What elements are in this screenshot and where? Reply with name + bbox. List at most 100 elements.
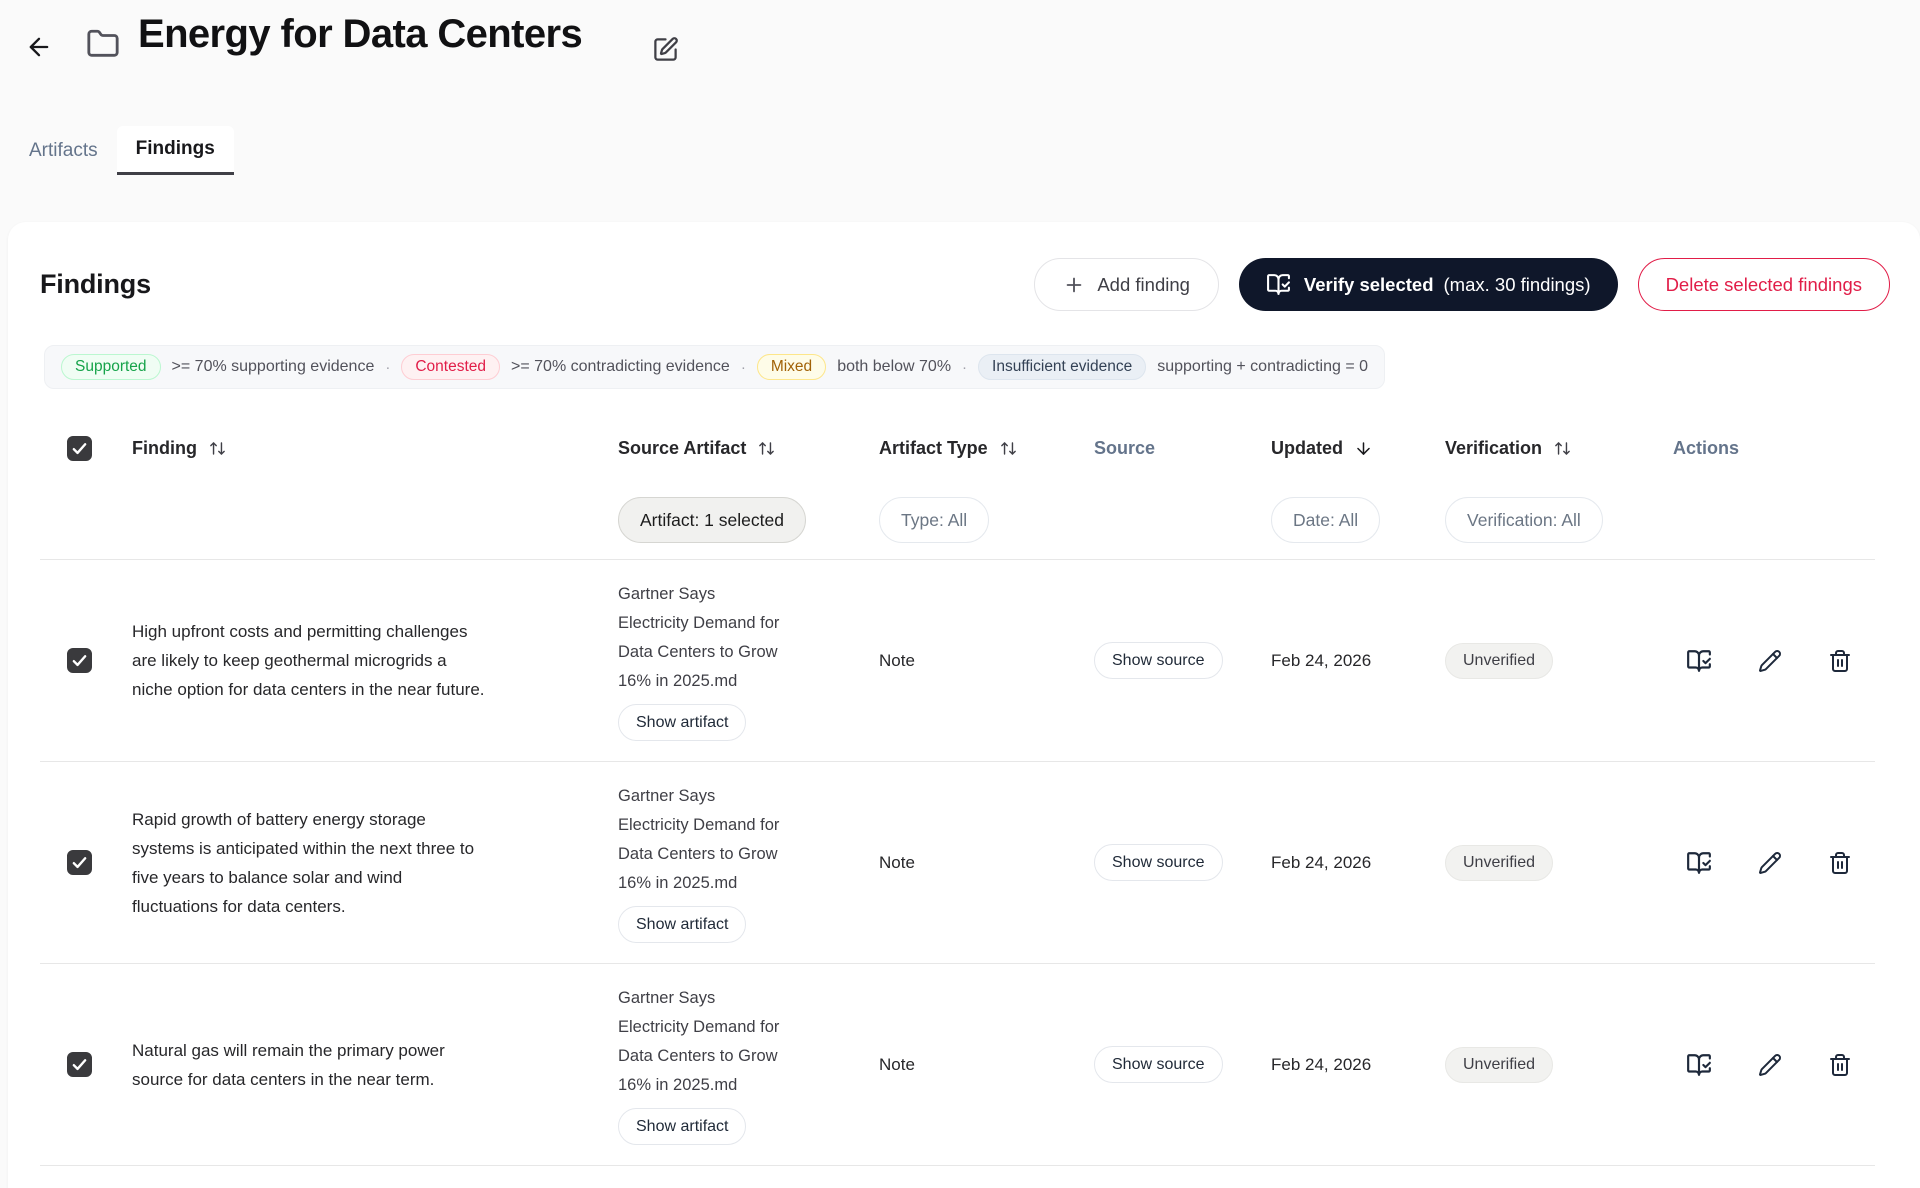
book-check-icon <box>1686 850 1712 876</box>
delete-selected-button[interactable]: Delete selected findings <box>1637 258 1890 311</box>
book-check-icon <box>1266 272 1291 297</box>
source-artifact-name: Gartner Says Electricity Demand for Data… <box>618 989 780 1094</box>
verification-filter[interactable]: Verification: All <box>1445 497 1603 543</box>
pencil-icon <box>1758 1053 1782 1077</box>
column-header-source: Source <box>1094 437 1156 458</box>
sort-icon <box>1553 439 1572 458</box>
verification-status-badge: Unverified <box>1445 1046 1554 1083</box>
verify-finding-button[interactable] <box>1686 1052 1712 1078</box>
delete-selected-label: Delete selected findings <box>1665 273 1862 295</box>
updated-date: Feb 24, 2026 <box>1271 852 1372 872</box>
section-heading: Findings <box>40 269 151 299</box>
show-artifact-button[interactable]: Show artifact <box>618 906 747 943</box>
type-filter[interactable]: Type: All <box>879 497 990 543</box>
page-header: Energy for Data Centers Artifacts Findin… <box>0 0 1920 222</box>
finding-text: High upfront costs and permitting challe… <box>132 622 485 699</box>
column-header-updated[interactable]: Updated <box>1271 438 1445 459</box>
artifact-type-value: Note <box>879 650 915 670</box>
supported-badge: Supported <box>61 354 161 380</box>
book-check-icon <box>1686 1052 1712 1078</box>
column-header-verification[interactable]: Verification <box>1445 438 1673 459</box>
verify-finding-button[interactable] <box>1686 648 1712 674</box>
table-row: High upfront costs and permitting challe… <box>40 559 1875 761</box>
artifact-filter[interactable]: Artifact: 1 selected <box>618 497 806 543</box>
edit-title-button[interactable] <box>646 30 684 68</box>
folder-icon <box>86 27 120 61</box>
arrow-left-icon <box>25 33 53 61</box>
insufficient-evidence-badge: Insufficient evidence <box>978 354 1147 380</box>
delete-finding-button[interactable] <box>1828 648 1852 674</box>
contested-desc: >= 70% contradicting evidence <box>511 358 730 375</box>
row-actions <box>1673 648 1875 674</box>
findings-toolbar: Findings Add finding Verify selected (ma… <box>8 222 1920 311</box>
mixed-badge: Mixed <box>756 354 827 380</box>
show-source-button[interactable]: Show source <box>1094 844 1223 881</box>
edit-finding-button[interactable] <box>1758 648 1782 674</box>
legend-separator: · <box>385 358 391 376</box>
verify-selected-hint: (max. 30 findings) <box>1443 273 1591 295</box>
table-row: Natural gas will remain the primary powe… <box>40 963 1875 1165</box>
back-button[interactable] <box>18 26 60 68</box>
column-header-source-artifact[interactable]: Source Artifact <box>618 438 879 459</box>
table-header-row: Finding Source Artifact Artifact Type So… <box>40 425 1875 471</box>
insufficient-desc: supporting + contradicting = 0 <box>1157 358 1369 375</box>
delete-finding-button[interactable] <box>1828 850 1852 876</box>
artifact-type-value: Note <box>879 1054 915 1074</box>
trash-icon <box>1828 649 1852 673</box>
tab-findings[interactable]: Findings <box>116 126 234 175</box>
show-artifact-button[interactable]: Show artifact <box>618 704 747 741</box>
pencil-icon <box>1758 851 1782 875</box>
source-artifact-name: Gartner Says Electricity Demand for Data… <box>618 787 780 892</box>
row-actions <box>1673 1052 1875 1078</box>
delete-finding-button[interactable] <box>1828 1052 1852 1078</box>
source-artifact-name: Gartner Says Electricity Demand for Data… <box>618 585 780 690</box>
column-header-finding[interactable]: Finding <box>132 438 618 459</box>
add-finding-label: Add finding <box>1097 273 1190 295</box>
page-title: Energy for Data Centers <box>138 12 583 56</box>
row-actions <box>1673 850 1875 876</box>
findings-table: Finding Source Artifact Artifact Type So… <box>40 425 1875 1166</box>
verify-selected-button[interactable]: Verify selected (max. 30 findings) <box>1238 258 1618 311</box>
verification-legend: Supported >= 70% supporting evidence · C… <box>44 345 1386 389</box>
book-check-icon <box>1686 648 1712 674</box>
updated-date: Feb 24, 2026 <box>1271 1054 1372 1074</box>
edit-pencil-icon <box>652 36 679 63</box>
date-filter[interactable]: Date: All <box>1271 497 1381 543</box>
verify-finding-button[interactable] <box>1686 850 1712 876</box>
verify-selected-label: Verify selected <box>1303 273 1434 295</box>
column-header-artifact-type[interactable]: Artifact Type <box>879 438 1094 459</box>
edit-finding-button[interactable] <box>1758 850 1782 876</box>
show-source-button[interactable]: Show source <box>1094 642 1223 679</box>
pencil-icon <box>1758 649 1782 673</box>
supported-desc: >= 70% supporting evidence <box>171 358 375 375</box>
sort-icon <box>999 439 1018 458</box>
sort-icon <box>208 439 227 458</box>
verification-status-badge: Unverified <box>1445 844 1554 881</box>
select-all-checkbox[interactable] <box>67 435 92 461</box>
row-checkbox[interactable] <box>67 1052 92 1077</box>
show-artifact-button[interactable]: Show artifact <box>618 1108 747 1145</box>
finding-text: Natural gas will remain the primary powe… <box>132 1040 445 1089</box>
verification-status-badge: Unverified <box>1445 642 1554 679</box>
table-row: Rapid growth of battery energy storage s… <box>40 761 1875 963</box>
contested-badge: Contested <box>401 354 501 380</box>
table-filter-row: Artifact: 1 selected Type: All Date: All… <box>40 471 1875 559</box>
mixed-desc: both below 70% <box>837 358 952 375</box>
artifact-type-value: Note <box>879 852 915 872</box>
sort-desc-icon <box>1354 439 1373 458</box>
row-checkbox[interactable] <box>67 648 92 673</box>
finding-text: Rapid growth of battery energy storage s… <box>132 809 475 916</box>
add-finding-button[interactable]: Add finding <box>1034 258 1219 311</box>
plus-icon <box>1063 274 1085 296</box>
tab-bar: Artifacts Findings <box>29 126 234 175</box>
row-checkbox[interactable] <box>67 850 92 875</box>
show-source-button[interactable]: Show source <box>1094 1046 1223 1083</box>
toolbar-actions: Add finding Verify selected (max. 30 fin… <box>1034 258 1890 311</box>
column-header-actions: Actions <box>1673 437 1740 458</box>
tab-artifacts[interactable]: Artifacts <box>29 126 98 175</box>
legend-separator: · <box>740 358 746 376</box>
edit-finding-button[interactable] <box>1758 1052 1782 1078</box>
updated-date: Feb 24, 2026 <box>1271 650 1372 670</box>
legend-separator: · <box>962 358 968 376</box>
trash-icon <box>1828 851 1852 875</box>
